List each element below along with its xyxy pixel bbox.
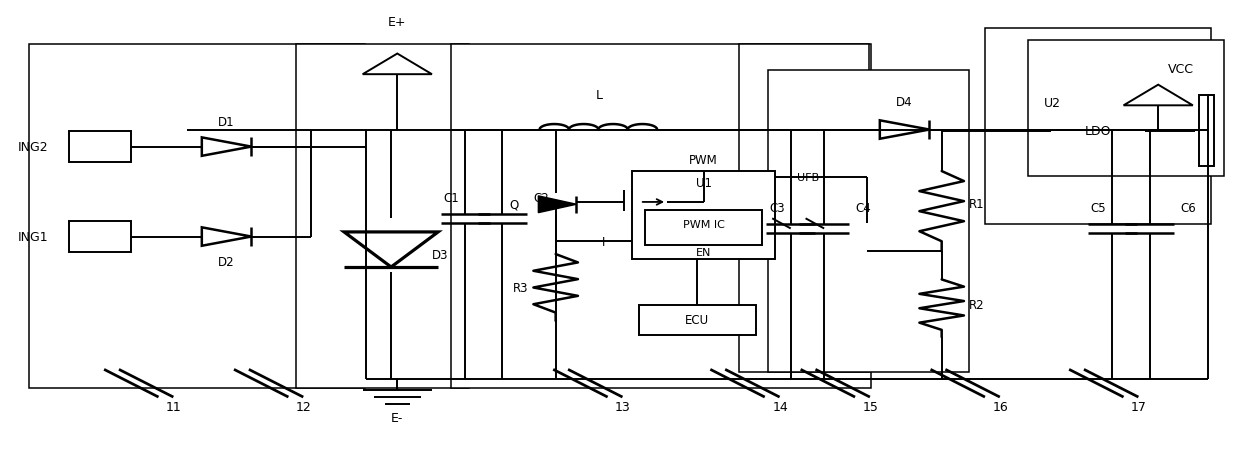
Text: L: L	[595, 89, 603, 102]
Bar	[1199, 96, 1214, 167]
Text: R3: R3	[513, 281, 528, 294]
Text: 17: 17	[1131, 400, 1147, 413]
Text: ECU: ECU	[686, 313, 709, 326]
Text: D4: D4	[897, 96, 913, 109]
Bar	[739, 45, 869, 372]
Text: 11: 11	[166, 400, 182, 413]
Bar	[632, 172, 775, 259]
Text: 15: 15	[863, 400, 878, 413]
Bar	[1028, 40, 1224, 176]
Bar	[639, 305, 756, 335]
Text: EN: EN	[696, 247, 712, 257]
Text: 12: 12	[296, 400, 311, 413]
Text: I: I	[601, 235, 605, 248]
Text: U1: U1	[696, 177, 712, 190]
Bar	[69, 132, 131, 163]
Text: 14: 14	[773, 400, 787, 413]
Text: UFB: UFB	[797, 172, 820, 182]
Text: PWM: PWM	[689, 154, 718, 167]
Bar	[69, 222, 131, 252]
Bar	[450, 45, 872, 388]
Bar	[1050, 116, 1145, 146]
Text: C5: C5	[1091, 202, 1106, 215]
Bar	[645, 211, 763, 245]
Text: C2: C2	[533, 191, 549, 204]
Text: E+: E+	[388, 16, 407, 29]
Text: D2: D2	[218, 256, 234, 269]
Text: LDO: LDO	[1084, 125, 1111, 138]
Text: D1: D1	[218, 115, 234, 128]
Bar	[29, 45, 365, 388]
Text: E-: E-	[391, 412, 403, 425]
Bar	[296, 45, 469, 388]
Text: PWM IC: PWM IC	[682, 220, 724, 230]
Text: C1: C1	[444, 191, 459, 204]
Text: VCC: VCC	[1168, 63, 1194, 76]
Text: D3: D3	[433, 248, 449, 261]
Polygon shape	[538, 196, 577, 213]
Text: R2: R2	[968, 299, 985, 312]
Bar	[985, 29, 1211, 225]
Text: Q: Q	[510, 198, 518, 211]
Text: R1: R1	[968, 197, 985, 210]
Text: ING2: ING2	[17, 141, 48, 154]
Text: C3: C3	[769, 202, 785, 215]
Text: ING1: ING1	[17, 231, 48, 244]
Bar	[769, 70, 968, 372]
Text: 16: 16	[992, 400, 1008, 413]
Text: 13: 13	[615, 400, 631, 413]
Text: C6: C6	[1180, 202, 1197, 215]
Text: C4: C4	[856, 202, 870, 215]
Text: U2: U2	[1044, 97, 1061, 110]
